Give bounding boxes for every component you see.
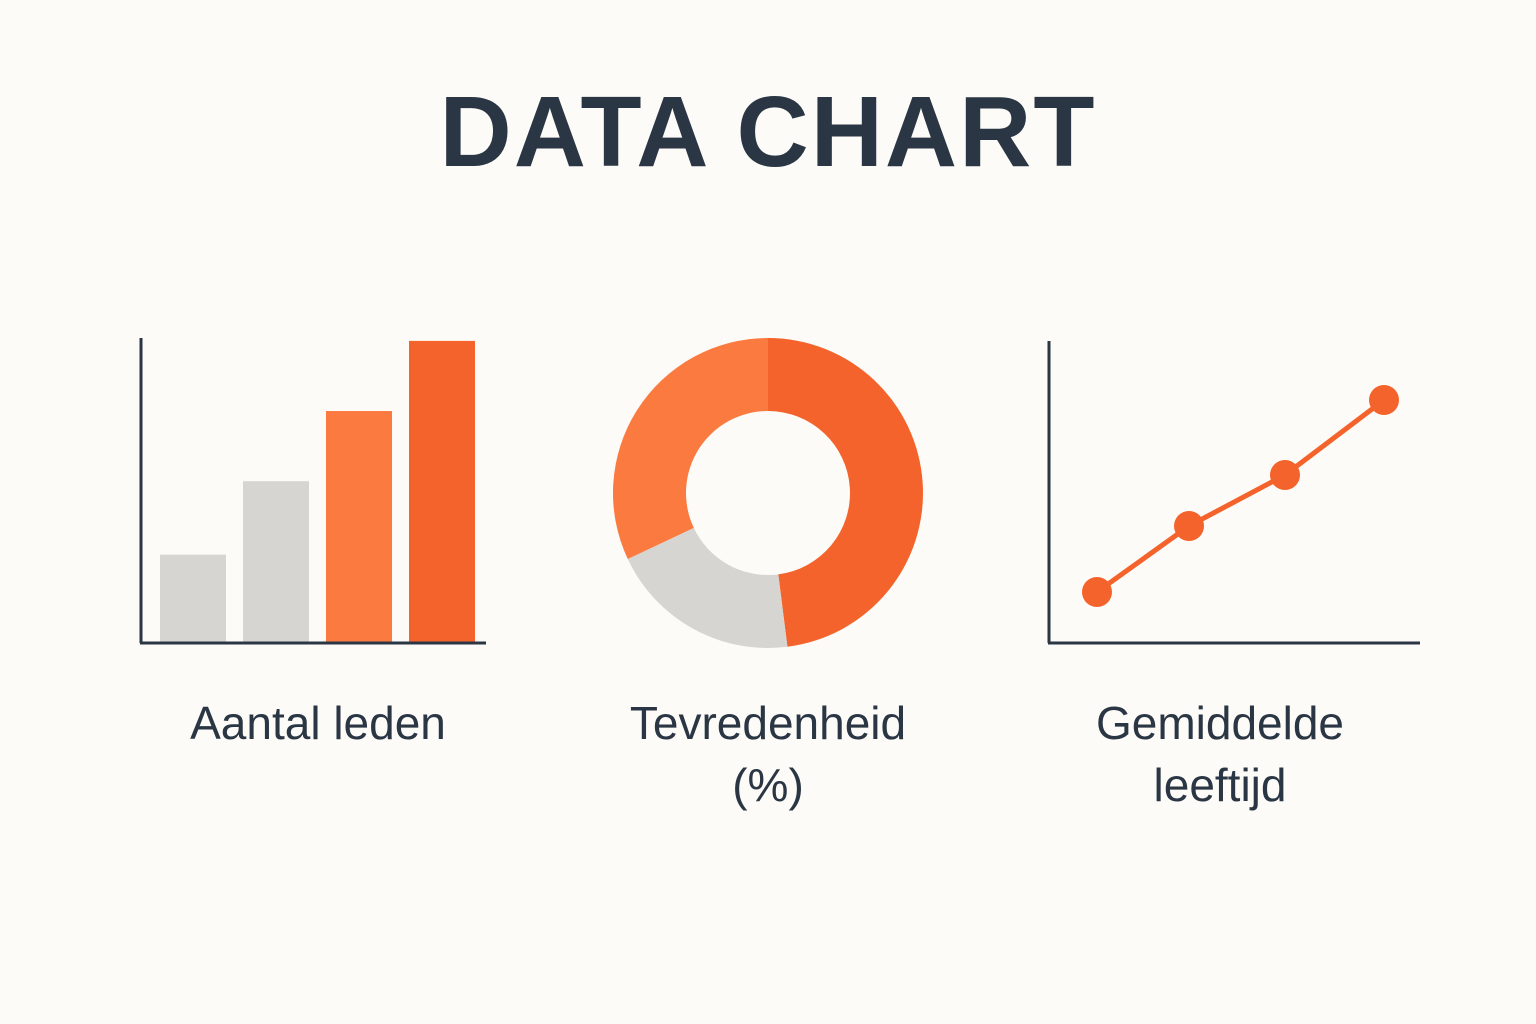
line-chart [1047, 341, 1420, 645]
donut-chart-title-line-1: Tevredenheid [629, 697, 907, 749]
donut-slice-2 [627, 527, 788, 648]
line-chart-label: Gemiddelde leeftijd [1015, 692, 1425, 816]
line-point-4 [1369, 385, 1399, 415]
bar-chart-label: Aantal leden [140, 692, 496, 754]
line-point-2 [1174, 511, 1204, 541]
line-series [1094, 397, 1387, 595]
bar-chart [139, 338, 486, 645]
donut-chart-label: Tevredenheid (%) [563, 692, 973, 816]
line-point-1 [1082, 577, 1112, 607]
bar-4 [409, 340, 475, 642]
bar-chart-title: Aantal leden [190, 697, 446, 749]
bar-1 [160, 554, 226, 642]
donut-chart-title-line-2: (%) [732, 759, 804, 811]
line-chart-title-line-1: Gemiddelde [1095, 697, 1345, 749]
line-chart-title-line-2: leeftijd [1153, 759, 1287, 811]
donut-chart [613, 337, 923, 648]
donut-slice-3 [613, 337, 768, 559]
page-title: DATA CHART [439, 76, 1097, 188]
line-point-3 [1270, 460, 1300, 490]
bar-3 [326, 411, 392, 642]
donut-slice-1 [768, 338, 923, 647]
bar-2 [243, 481, 309, 642]
